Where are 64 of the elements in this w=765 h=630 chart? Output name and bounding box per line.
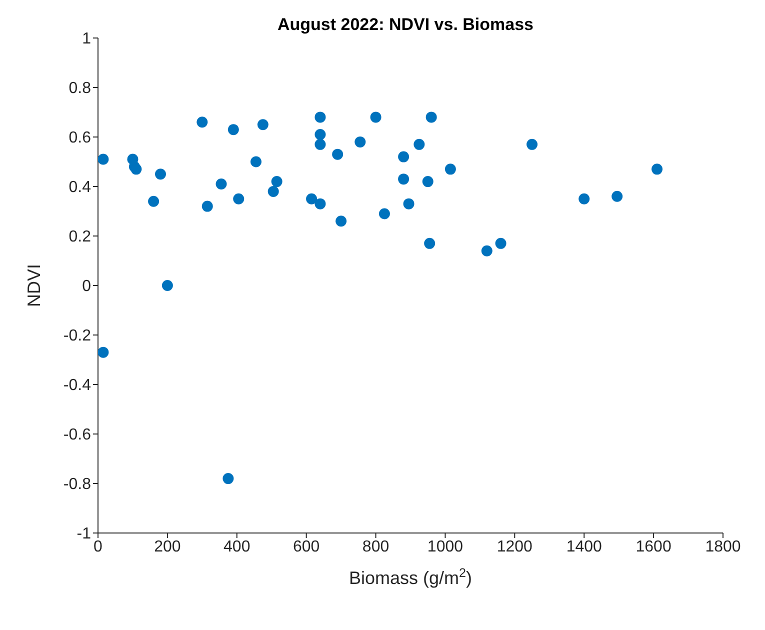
point bbox=[652, 164, 663, 175]
y-tick-label: -1 bbox=[76, 526, 92, 543]
point bbox=[332, 148, 344, 160]
y-tick-label: 0.2 bbox=[68, 228, 92, 246]
point bbox=[98, 346, 109, 358]
point bbox=[314, 138, 326, 150]
point bbox=[155, 168, 166, 180]
point bbox=[250, 156, 262, 168]
y-tick-label: -0.4 bbox=[63, 377, 92, 394]
point bbox=[354, 136, 366, 148]
point bbox=[196, 116, 208, 128]
x-tick-label: 800 bbox=[362, 538, 390, 556]
y-tick-label: -0.2 bbox=[63, 328, 92, 345]
y-tick-label: -0.8 bbox=[63, 476, 92, 494]
point bbox=[426, 112, 437, 123]
point bbox=[481, 245, 492, 256]
point bbox=[271, 176, 282, 188]
point bbox=[526, 138, 538, 150]
chart-title: August 2022: NDVI vs. Biomass bbox=[277, 15, 534, 34]
x-tick-label: 400 bbox=[224, 538, 250, 556]
point bbox=[378, 208, 390, 220]
point bbox=[233, 193, 244, 204]
point bbox=[98, 154, 109, 165]
point bbox=[222, 473, 234, 484]
point bbox=[398, 174, 410, 185]
point bbox=[148, 196, 160, 207]
y-tick-label: -0.6 bbox=[63, 426, 92, 444]
point bbox=[424, 238, 436, 249]
point bbox=[228, 124, 239, 136]
point bbox=[370, 112, 382, 123]
x-tick-label: 1600 bbox=[636, 538, 672, 556]
point bbox=[398, 151, 410, 162]
x-axis-title: Biomass (g/m$^{2}$) bbox=[348, 566, 472, 588]
x-tick-label: 200 bbox=[154, 538, 181, 556]
y-tick-label: 1 bbox=[82, 30, 92, 48]
point bbox=[403, 198, 414, 210]
point bbox=[306, 193, 318, 204]
y-tick-label: 0.6 bbox=[68, 130, 92, 147]
y-tick-label: 0 bbox=[82, 278, 92, 296]
point bbox=[162, 280, 173, 291]
point bbox=[314, 112, 326, 123]
point bbox=[257, 119, 268, 130]
x-tick-label: 1400 bbox=[566, 538, 602, 556]
point bbox=[216, 178, 227, 190]
point bbox=[422, 176, 434, 188]
point bbox=[578, 193, 590, 204]
y-tick-label: 0.4 bbox=[68, 179, 92, 196]
point bbox=[202, 200, 213, 212]
x-tick-label: 1200 bbox=[496, 538, 533, 556]
point bbox=[336, 216, 347, 227]
point bbox=[268, 186, 279, 197]
y-tick-label: 0.8 bbox=[68, 80, 92, 98]
y-axis-title: NDVI bbox=[24, 264, 44, 308]
x-tick-label: 600 bbox=[292, 538, 320, 556]
point bbox=[314, 198, 326, 210]
point bbox=[495, 238, 506, 249]
point bbox=[444, 164, 456, 175]
point bbox=[414, 138, 425, 150]
point bbox=[612, 190, 623, 202]
point bbox=[130, 164, 142, 175]
point bbox=[314, 129, 326, 140]
x-tick-label: 1000 bbox=[427, 538, 464, 556]
x-tick-label: 0 bbox=[94, 538, 103, 556]
x-tick-label: 1800 bbox=[705, 538, 741, 556]
